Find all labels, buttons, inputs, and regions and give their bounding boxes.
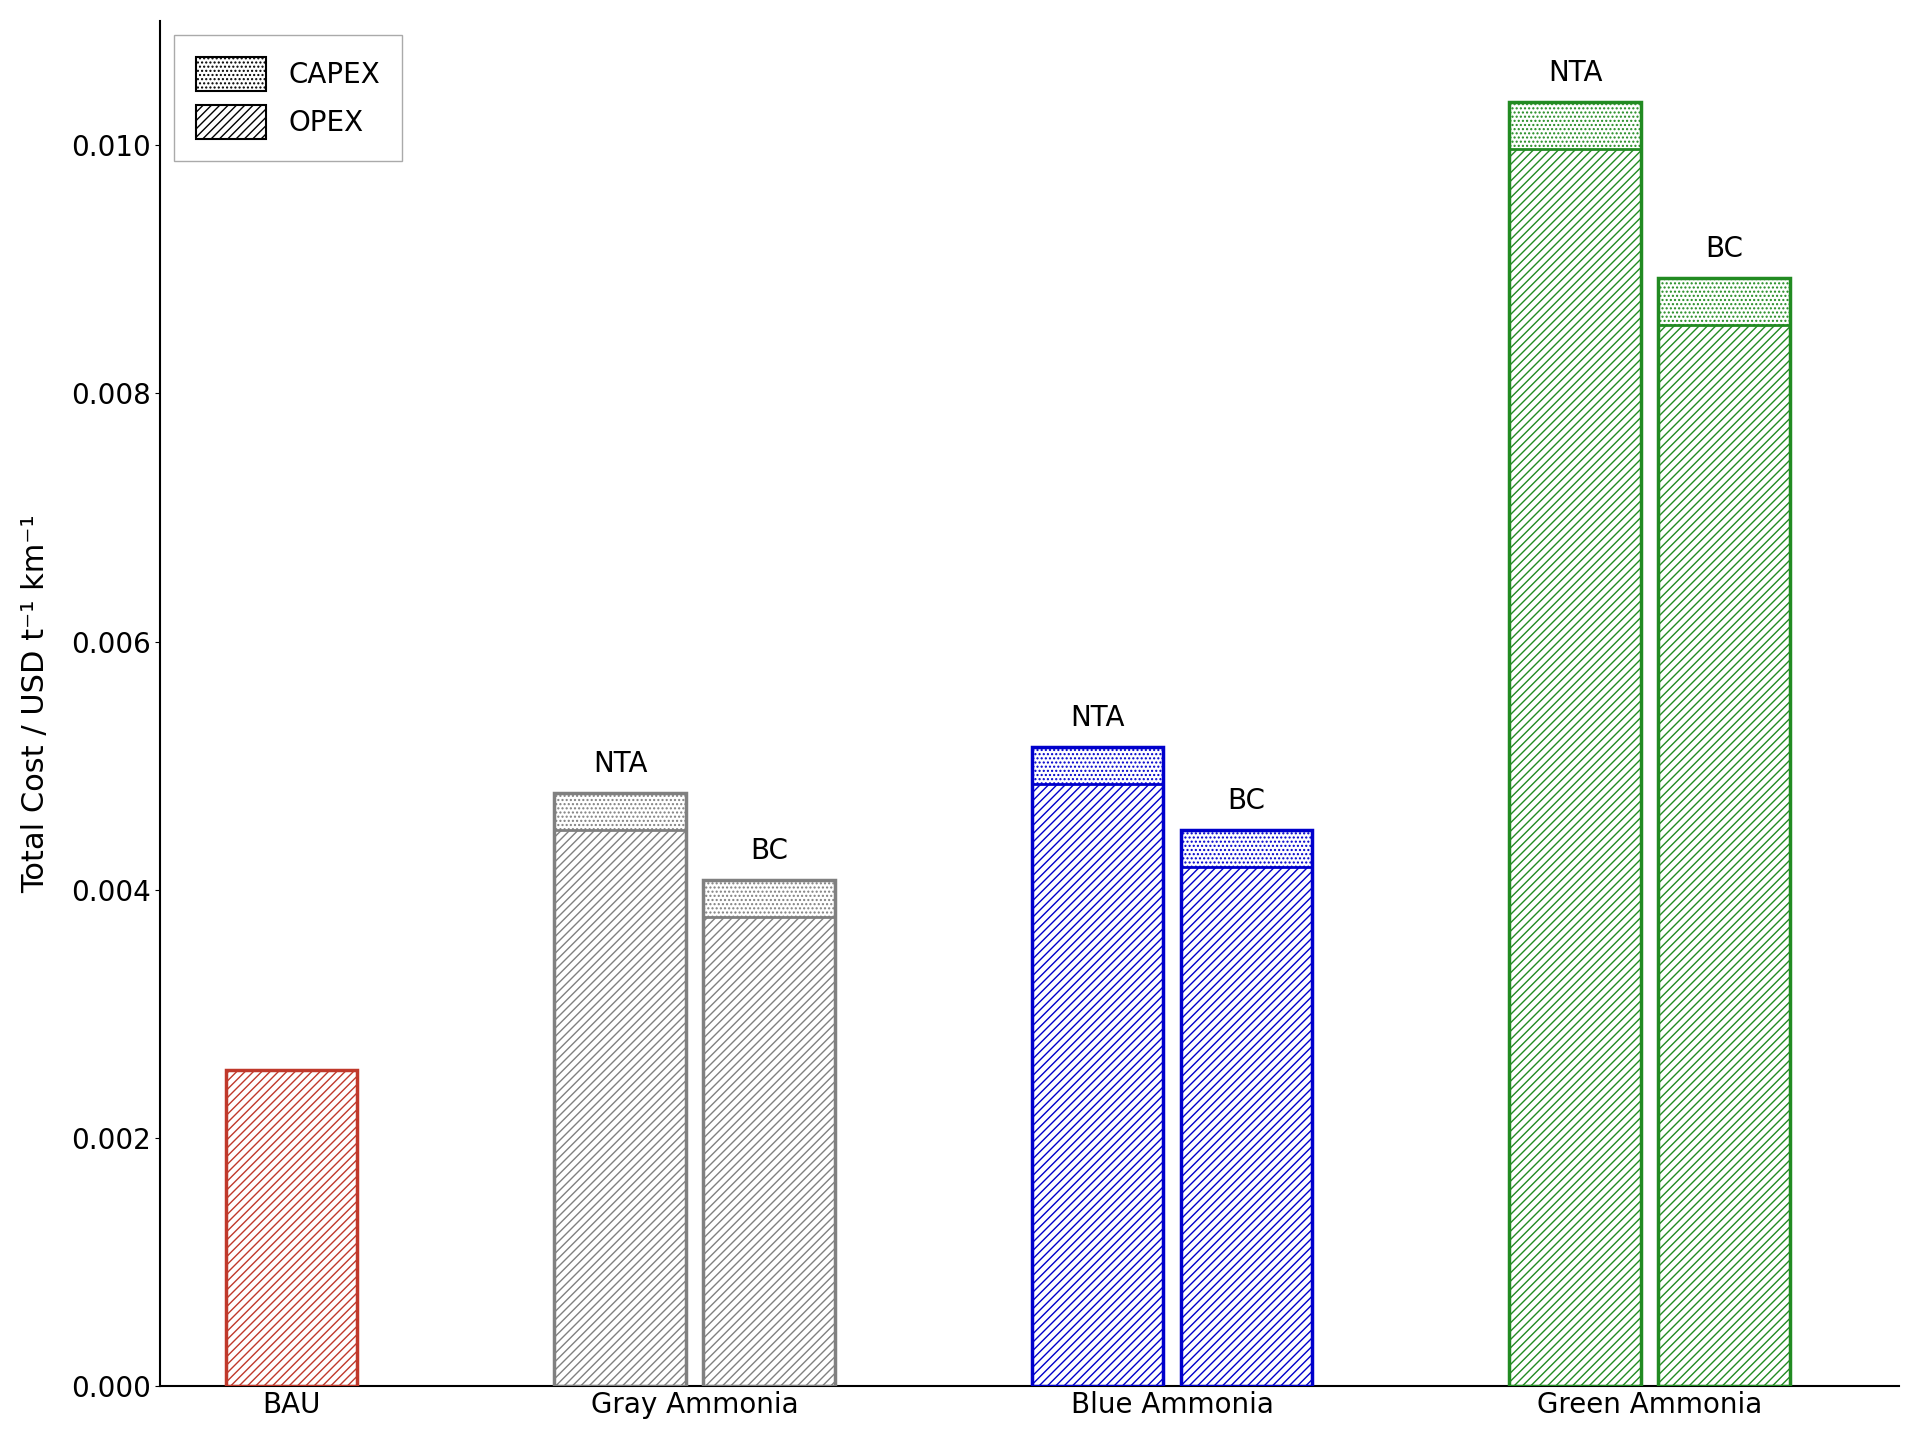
Bar: [1031, 785, 1164, 1387]
Text: BC: BC: [1705, 235, 1743, 264]
Bar: [555, 831, 685, 1387]
Bar: [1659, 325, 1789, 1387]
Text: BC: BC: [751, 837, 787, 865]
Bar: [227, 1070, 357, 1387]
Bar: [555, 793, 685, 1387]
Bar: [1509, 102, 1642, 1387]
Bar: [1031, 747, 1164, 1387]
Bar: [1031, 747, 1164, 785]
Text: NTA: NTA: [593, 750, 647, 778]
Bar: [1509, 102, 1642, 148]
Bar: [555, 793, 685, 831]
Bar: [1181, 831, 1311, 1387]
Bar: [703, 880, 835, 917]
Text: BC: BC: [1227, 788, 1265, 815]
Text: NTA: NTA: [1069, 704, 1125, 732]
Bar: [1659, 278, 1789, 1387]
Text: NTA: NTA: [1548, 59, 1603, 86]
Legend: CAPEX, OPEX: CAPEX, OPEX: [175, 35, 401, 161]
Bar: [703, 880, 835, 1387]
Y-axis label: Total Cost / USD t⁻¹ km⁻¹: Total Cost / USD t⁻¹ km⁻¹: [21, 514, 50, 893]
Bar: [703, 917, 835, 1387]
Bar: [1509, 148, 1642, 1387]
Bar: [227, 1070, 357, 1387]
Bar: [1181, 867, 1311, 1387]
Bar: [1181, 831, 1311, 867]
Bar: [1659, 278, 1789, 325]
